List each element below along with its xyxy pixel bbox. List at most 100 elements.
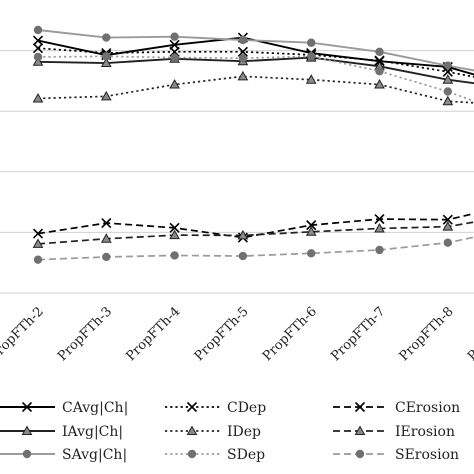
data-point-serosion-2 bbox=[102, 252, 111, 262]
x-tick-label: PropFTh-3 bbox=[55, 304, 115, 364]
data-point-idep-2 bbox=[100, 90, 112, 101]
legend: CAvg|Ch| IAvg|Ch| SAvg|Ch| CDep IDep SDep CEro… bbox=[0, 400, 460, 463]
legend-marker bbox=[355, 449, 365, 459]
series-iavg-ch bbox=[32, 52, 474, 85]
legend-label: CAvg|Ch| bbox=[62, 400, 128, 416]
data-point-savg-ch-2 bbox=[102, 33, 111, 42]
data-point-idep-3 bbox=[169, 79, 180, 89]
legend-label: IErosion bbox=[395, 424, 455, 440]
legend-label: CDep bbox=[227, 400, 266, 416]
legend-marker bbox=[354, 401, 366, 413]
legend-label: IAvg|Ch| bbox=[62, 424, 123, 440]
data-point-sdep-1 bbox=[33, 52, 43, 62]
legend-entry-cerosion: CErosion bbox=[333, 400, 460, 416]
legend-entry-cdep: CDep bbox=[165, 400, 266, 416]
data-point-cavg-ch-1 bbox=[32, 35, 44, 46]
legend-marker bbox=[21, 401, 33, 413]
grid-lines bbox=[0, 50, 474, 294]
data-point-ierosion-3 bbox=[169, 229, 180, 240]
data-point-ierosion-7 bbox=[442, 221, 454, 231]
series-line-idep bbox=[37, 75, 474, 104]
data-point-iavg-ch-1 bbox=[32, 56, 44, 66]
legend-marker bbox=[186, 401, 198, 413]
data-point-iavg-ch-7 bbox=[442, 74, 454, 84]
x-tick-label: PropFTh-4 bbox=[123, 304, 183, 364]
series-serosion bbox=[33, 236, 474, 264]
legend-label: SDep bbox=[227, 447, 265, 463]
data-point-serosion-1 bbox=[33, 255, 43, 264]
x-tick-label: PropFTh-5 bbox=[192, 304, 252, 364]
legend-entry-sdep: SDep bbox=[165, 447, 265, 463]
data-point-cdep-6 bbox=[374, 55, 385, 66]
data-point-savg-ch-7 bbox=[443, 61, 452, 70]
data-point-savg-ch-1 bbox=[33, 25, 43, 35]
x-tick-label: PropFTh-9 bbox=[465, 304, 474, 364]
data-point-cerosion-1 bbox=[32, 228, 44, 239]
legend-label: SErosion bbox=[395, 447, 459, 463]
data-point-savg-ch-4 bbox=[238, 35, 248, 45]
legend-marker bbox=[22, 449, 32, 459]
data-point-ierosion-4 bbox=[237, 229, 249, 240]
series-savg-ch bbox=[33, 25, 474, 72]
data-point-cdep-4 bbox=[237, 46, 248, 57]
data-point-cerosion-5 bbox=[306, 220, 317, 231]
series-line-iavg-ch bbox=[37, 56, 474, 85]
legend-entry-ierosion: IErosion bbox=[333, 424, 455, 440]
data-point-cdep-1 bbox=[32, 43, 44, 54]
data-point-serosion-7 bbox=[443, 238, 452, 247]
x-tick-label: PropFTh-2 bbox=[0, 304, 47, 364]
data-point-cerosion-2 bbox=[101, 217, 112, 229]
data-point-savg-ch-3 bbox=[170, 32, 179, 41]
data-point-idep-7 bbox=[442, 95, 454, 106]
legend-marker bbox=[186, 425, 198, 435]
data-point-sdep-6 bbox=[375, 67, 384, 76]
data-point-ierosion-2 bbox=[100, 233, 112, 243]
data-point-cerosion-3 bbox=[169, 222, 180, 233]
series-cerosion bbox=[32, 212, 474, 243]
data-point-cerosion-6 bbox=[374, 214, 385, 225]
data-point-serosion-3 bbox=[170, 251, 179, 260]
data-point-cdep-7 bbox=[442, 66, 453, 77]
legend-label: IDep bbox=[227, 424, 261, 440]
x-axis-tick-labels: PropFTh-2 PropFTh-3 PropFTh-4 PropFTh-5 Prop… bbox=[0, 304, 474, 364]
series-idep bbox=[32, 70, 474, 106]
data-point-idep-5 bbox=[305, 74, 317, 84]
data-point-sdep-7 bbox=[443, 87, 452, 96]
data-point-savg-ch-6 bbox=[375, 47, 384, 57]
data-point-iavg-ch-2 bbox=[100, 57, 112, 68]
data-point-idep-4 bbox=[237, 70, 249, 81]
series-group bbox=[32, 25, 474, 264]
x-tick-label: PropFTh-7 bbox=[328, 304, 388, 364]
data-point-idep-6 bbox=[374, 79, 385, 89]
data-point-sdep-2 bbox=[102, 52, 111, 61]
data-point-sdep-3 bbox=[170, 53, 179, 62]
series-line-serosion bbox=[37, 236, 474, 261]
series-line-ierosion bbox=[37, 221, 474, 245]
data-point-cerosion-7 bbox=[442, 214, 453, 225]
x-tick-label: PropFTh-6 bbox=[260, 304, 320, 364]
legend-entry-cavg-ch: CAvg|Ch| bbox=[0, 400, 128, 416]
data-point-idep-1 bbox=[32, 92, 44, 103]
data-point-serosion-6 bbox=[375, 245, 384, 255]
legend-marker bbox=[21, 425, 33, 435]
legend-marker bbox=[187, 449, 197, 459]
legend-label: SAvg|Ch| bbox=[62, 447, 127, 463]
series-sdep bbox=[33, 52, 474, 103]
data-point-sdep-4 bbox=[238, 53, 248, 63]
data-point-serosion-4 bbox=[238, 251, 248, 261]
legend-marker bbox=[354, 425, 366, 435]
data-point-savg-ch-5 bbox=[307, 38, 316, 47]
legend-entry-savg-ch: SAvg|Ch| bbox=[0, 447, 127, 463]
legend-entry-serosion: SErosion bbox=[333, 447, 459, 463]
data-point-ierosion-5 bbox=[305, 226, 317, 236]
legend-entry-idep: IDep bbox=[165, 424, 261, 440]
data-point-sdep-5 bbox=[307, 52, 316, 61]
legend-label: CErosion bbox=[395, 400, 460, 416]
x-tick-label: PropFTh-8 bbox=[397, 304, 457, 364]
data-point-serosion-5 bbox=[307, 249, 316, 258]
series-ierosion bbox=[32, 221, 474, 248]
data-point-ierosion-6 bbox=[374, 222, 385, 233]
data-point-ierosion-1 bbox=[32, 238, 44, 248]
legend-entry-iavg-ch: IAvg|Ch| bbox=[0, 424, 123, 440]
